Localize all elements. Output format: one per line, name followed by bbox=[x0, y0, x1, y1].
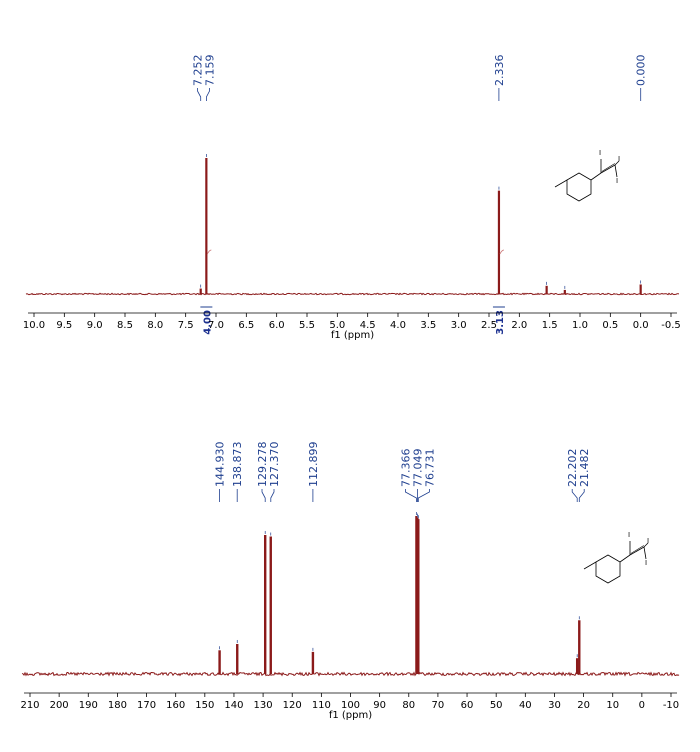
peak-label: 7.159 bbox=[204, 55, 217, 87]
x-tick-label: 6.5 bbox=[238, 320, 254, 331]
x-tick-label: 180 bbox=[108, 700, 127, 711]
proton-spectrum bbox=[25, 154, 680, 296]
x-tick-label: 150 bbox=[195, 700, 214, 711]
peak-leader-line bbox=[197, 88, 202, 101]
peak-label: 127.370 bbox=[268, 442, 281, 488]
peak-label: 138.873 bbox=[231, 442, 244, 488]
iodine-label: I bbox=[628, 531, 630, 539]
x-tick-label: 4.5 bbox=[360, 320, 376, 331]
x-tick-label: 10 bbox=[606, 700, 619, 711]
x-tick-label: 8.5 bbox=[117, 320, 133, 331]
x-tick-label: 40 bbox=[519, 700, 532, 711]
proton-x-axis-title: f1 (ppm) bbox=[331, 330, 374, 341]
peak-label: 77.366 bbox=[399, 449, 412, 488]
peak-label: 22.202 bbox=[566, 449, 579, 488]
carbon-peak-labels: 144.930 138.873 129.278 127.370 112.899 77.36… bbox=[214, 442, 591, 502]
x-tick-label: 5.5 bbox=[299, 320, 315, 331]
x-tick-label: 100 bbox=[341, 700, 360, 711]
x-tick-label: 2.0 bbox=[511, 320, 527, 331]
carbon-nmr-panel: 144.930 138.873 129.278 127.370 112.899 77.36… bbox=[20, 442, 680, 721]
carbon-spectrum bbox=[21, 512, 680, 677]
peak-leader-line bbox=[405, 489, 417, 502]
peak-label: 112.899 bbox=[307, 442, 320, 488]
x-tick-label: 3.5 bbox=[420, 320, 436, 331]
proton-peak-labels: 7.252 7.159 2.336 0.000 bbox=[192, 55, 648, 101]
proton-integrals: 4.00 3.13 bbox=[200, 249, 506, 335]
peak-leader-line bbox=[578, 489, 585, 502]
x-tick-label: 10.0 bbox=[23, 320, 45, 331]
peak-leader-line bbox=[261, 489, 266, 502]
peak-label: 7.252 bbox=[192, 55, 205, 87]
x-tick-label: 80 bbox=[402, 700, 415, 711]
x-tick-label: 190 bbox=[79, 700, 98, 711]
peak-leader-line bbox=[571, 489, 578, 502]
peak-label: 129.278 bbox=[256, 442, 269, 488]
iodine-label: I bbox=[616, 177, 618, 185]
integral-curve bbox=[206, 249, 212, 255]
integral-curve bbox=[499, 249, 504, 255]
integral-value: 4.00 bbox=[202, 310, 213, 335]
x-tick-label: 2.5 bbox=[481, 320, 497, 331]
x-tick-label: 9.5 bbox=[56, 320, 72, 331]
proton-nmr-panel: 7.252 7.159 2.336 0.000 4.00 3.13 10.0 9.5 9.0… bbox=[23, 55, 681, 342]
peak-label: 0.000 bbox=[635, 55, 648, 87]
x-tick-label: 30 bbox=[548, 700, 561, 711]
x-tick-label: 110 bbox=[312, 700, 331, 711]
peak-label: 21.482 bbox=[578, 449, 591, 488]
x-tick-label: 210 bbox=[20, 700, 39, 711]
carbon-x-axis-title: f1 (ppm) bbox=[329, 710, 372, 721]
x-tick-label: 5.0 bbox=[329, 320, 345, 331]
peak-label: 76.731 bbox=[423, 449, 436, 488]
peak-leader-line bbox=[270, 489, 275, 502]
x-tick-label: 1.5 bbox=[542, 320, 558, 331]
x-tick-label: 120 bbox=[283, 700, 302, 711]
spectrum-baseline bbox=[25, 292, 680, 296]
x-tick-label: 140 bbox=[224, 700, 243, 711]
x-tick-label: 9.0 bbox=[87, 320, 103, 331]
peak-leader-line bbox=[206, 88, 210, 101]
peak-leader-line bbox=[417, 489, 430, 502]
x-tick-label: 0.0 bbox=[633, 320, 649, 331]
x-tick-label: 60 bbox=[461, 700, 474, 711]
iodine-label: I bbox=[645, 559, 647, 567]
integral-value: 3.13 bbox=[495, 310, 506, 335]
x-tick-label: 6.0 bbox=[269, 320, 285, 331]
x-tick-label: 200 bbox=[50, 700, 69, 711]
x-tick-label: 70 bbox=[432, 700, 445, 711]
peak-label: 2.336 bbox=[493, 55, 506, 87]
peak-label: 144.930 bbox=[214, 442, 227, 488]
x-tick-label: 1.0 bbox=[572, 320, 588, 331]
peak-label: 77.049 bbox=[411, 449, 424, 488]
x-tick-label: 90 bbox=[373, 700, 386, 711]
proton-x-axis: 10.0 9.5 9.0 8.5 8.0 7.5 7.0 6.5 6.0 5.5 5.0 4.5 4.0… bbox=[23, 312, 681, 331]
iodine-label: I bbox=[618, 155, 620, 163]
molecule-structure-carbon: I I I bbox=[583, 531, 649, 584]
x-tick-label: -0.5 bbox=[661, 320, 681, 331]
x-tick-label: 8.0 bbox=[147, 320, 163, 331]
iodine-label: I bbox=[647, 537, 649, 545]
molecule-structure-proton: I I I bbox=[554, 149, 620, 202]
x-tick-label: 3.0 bbox=[451, 320, 467, 331]
x-tick-label: 4.0 bbox=[390, 320, 406, 331]
carbon-x-axis: 210 200 190 180 170 160 150 140 130 120 110 100 90 80… bbox=[20, 692, 679, 711]
x-tick-label: 170 bbox=[137, 700, 156, 711]
x-tick-label: 0.5 bbox=[602, 320, 618, 331]
x-tick-label: -10 bbox=[663, 700, 679, 711]
x-tick-label: 50 bbox=[490, 700, 503, 711]
x-tick-label: 7.0 bbox=[208, 320, 224, 331]
spectrum-baseline bbox=[21, 671, 680, 677]
x-tick-label: 7.5 bbox=[178, 320, 194, 331]
x-tick-label: 20 bbox=[577, 700, 590, 711]
x-tick-label: 160 bbox=[166, 700, 185, 711]
x-tick-label: 130 bbox=[254, 700, 273, 711]
iodine-label: I bbox=[599, 149, 601, 157]
x-tick-label: 0 bbox=[639, 700, 645, 711]
